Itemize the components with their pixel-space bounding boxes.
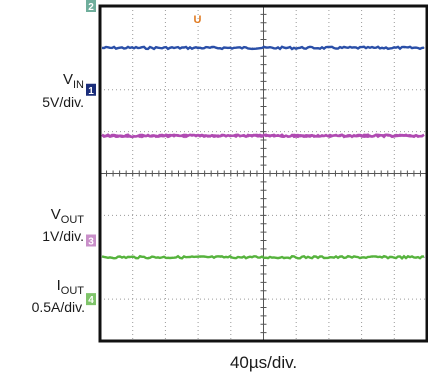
- x-axis-label: 40µs/div.: [229, 353, 298, 372]
- vin-label-main: V: [62, 71, 73, 88]
- channel-marker-box: [86, 0, 96, 12]
- channel-marker-number: 2: [88, 2, 94, 13]
- vin-scale: 5V/div.: [42, 94, 84, 110]
- trigger-marker: U: [193, 14, 201, 26]
- grid: [99, 5, 428, 342]
- trace-ch3: [101, 133, 425, 139]
- channel-markers: 2 1 3 4: [86, 0, 96, 306]
- channel-marker-4: 4: [86, 293, 96, 306]
- iout-label-main: I: [56, 277, 61, 294]
- channel-marker-number: 3: [88, 237, 94, 248]
- channel-marker-box: [86, 293, 96, 306]
- vout-scale: 1V/div.: [42, 228, 84, 244]
- iout-label-sub: OUT: [60, 285, 84, 297]
- vin-label: VIN: [18, 71, 84, 91]
- trace-ch4: [101, 254, 425, 260]
- channel-marker-3: 3: [86, 234, 96, 248]
- iout-label: IOUT: [10, 277, 84, 297]
- plot-frame: [98, 4, 428, 343]
- channel-marker-number: 4: [88, 295, 94, 306]
- vout-label-main: V: [50, 206, 61, 223]
- channel-marker-box: [86, 234, 96, 247]
- channel-marker-1: 1: [86, 83, 96, 97]
- channel-marker-box: [86, 83, 96, 96]
- vin-label-sub: IN: [73, 79, 84, 91]
- channel-marker-2: 2: [86, 0, 96, 13]
- vout-label: VOUT: [10, 206, 84, 226]
- vout-label-sub: OUT: [60, 214, 84, 226]
- traces: [101, 45, 425, 260]
- trace-ch2: [101, 45, 425, 51]
- channel-marker-number: 1: [88, 86, 94, 97]
- iout-scale: 0.5A/div.: [31, 299, 85, 315]
